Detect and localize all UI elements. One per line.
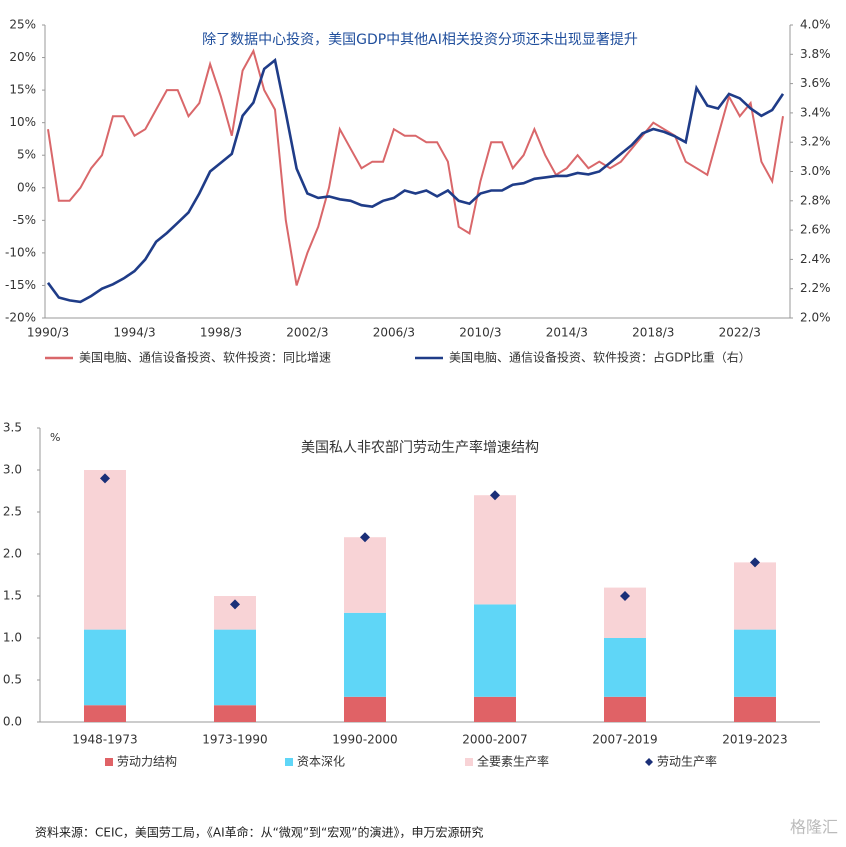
x-tick-label: 1990-2000 [332, 733, 397, 747]
y-tick-label: 3.0 [3, 463, 22, 477]
y-tick-label: -15% [5, 278, 36, 292]
y-tick-label: 1.5 [3, 589, 22, 603]
watermark: 格隆汇 [790, 818, 838, 837]
bar-segment [344, 612, 386, 697]
bar-segment [84, 705, 126, 722]
y2-tick-label: 2.2% [800, 281, 831, 295]
bar-segment [734, 629, 776, 697]
x-tick-label: 2002/3 [286, 326, 328, 340]
line-series [46, 57, 785, 304]
x-tick-label: 2006/3 [373, 326, 415, 340]
bar-segment [474, 696, 516, 722]
y2-tick-label: 3.2% [800, 135, 831, 149]
y2-tick-label: 3.8% [800, 47, 831, 61]
x-tick-label: 2007-2019 [592, 733, 657, 747]
y2-tick-label: 2.4% [800, 252, 831, 266]
unit-label: % [50, 431, 60, 444]
bar-segment [344, 537, 386, 613]
x-tick-label: 2014/3 [546, 326, 588, 340]
bar-segment [734, 696, 776, 722]
x-tick-label: 2010/3 [459, 326, 501, 340]
line-series [47, 48, 784, 286]
x-tick-label: 2018/3 [632, 326, 674, 340]
y-tick-label: 20% [9, 50, 36, 64]
bar-segment [604, 638, 646, 697]
legend-swatch [285, 758, 293, 766]
legend-swatch [645, 758, 653, 766]
chart-title: 美国私人非农部门劳动生产率增速结构 [301, 439, 539, 456]
y-tick-label: -5% [13, 213, 36, 227]
y-tick-label: 1.0 [3, 631, 22, 645]
bar-segment [214, 629, 256, 706]
bar-segment [474, 495, 516, 605]
diamond-marker [620, 591, 630, 601]
y-tick-label: 0% [17, 180, 36, 194]
y2-tick-label: 4.0% [800, 18, 831, 32]
y2-tick-label: 2.0% [800, 311, 831, 325]
y2-tick-label: 2.6% [800, 223, 831, 237]
bar-segment [344, 696, 386, 722]
bar-segment [604, 696, 646, 722]
x-tick-label: 1994/3 [113, 326, 155, 340]
legend-label: 美国电脑、通信设备投资、软件投资：占GDP比重（右） [449, 350, 751, 365]
x-tick-label: 2019-2023 [722, 733, 787, 747]
y2-tick-label: 3.6% [800, 76, 831, 90]
legend-swatch [105, 758, 113, 766]
x-tick-label: 1990/3 [27, 326, 69, 340]
legend-label: 全要素生产率 [477, 754, 549, 769]
legend-swatch [465, 758, 473, 766]
x-tick-label: 1948-1973 [72, 733, 137, 747]
y-tick-label: 3.5 [3, 421, 22, 435]
y-tick-label: -10% [5, 245, 36, 259]
source-note: 资料来源：CEIC，美国劳工局，《AI革命：从“微观”到“宏观”的演进》，申万宏… [35, 825, 484, 840]
y2-tick-label: 3.0% [800, 164, 831, 178]
y-tick-label: -20% [5, 311, 36, 325]
bar-segment [84, 629, 126, 706]
diamond-marker [100, 473, 110, 484]
y-tick-label: 5% [17, 148, 36, 162]
y-tick-label: 15% [9, 83, 36, 97]
y-tick-label: 2.0 [3, 547, 22, 561]
legend-label: 劳动力结构 [117, 754, 177, 769]
diamond-marker [490, 490, 500, 501]
legend-label: 资本深化 [297, 755, 345, 769]
diamond-marker [360, 532, 370, 543]
chart-title: 除了数据中心投资，美国GDP中其他AI相关投资分项还未出现显著提升 [202, 32, 638, 48]
x-tick-label: 2000-2007 [462, 733, 527, 747]
y-tick-label: 2.5 [3, 505, 22, 519]
y-tick-label: 25% [9, 18, 36, 32]
x-tick-label: 1998/3 [200, 326, 242, 340]
y2-tick-label: 2.8% [800, 193, 831, 207]
y-tick-label: 10% [9, 115, 36, 129]
legend-label: 美国电脑、通信设备投资、软件投资：同比增速 [79, 350, 331, 365]
diamond-marker [230, 599, 240, 610]
bar-segment [734, 562, 776, 630]
y-tick-label: 0.5 [3, 673, 22, 687]
x-tick-label: 2022/3 [719, 326, 761, 340]
y2-tick-label: 3.4% [800, 105, 831, 119]
bar-segment [84, 470, 126, 630]
diamond-marker [750, 557, 760, 568]
bar-segment [474, 604, 516, 697]
x-tick-label: 1973-1990 [202, 733, 267, 747]
legend-label: 劳动生产率 [657, 754, 717, 769]
bar-segment [214, 705, 256, 722]
y-tick-label: 0.0 [3, 715, 22, 729]
